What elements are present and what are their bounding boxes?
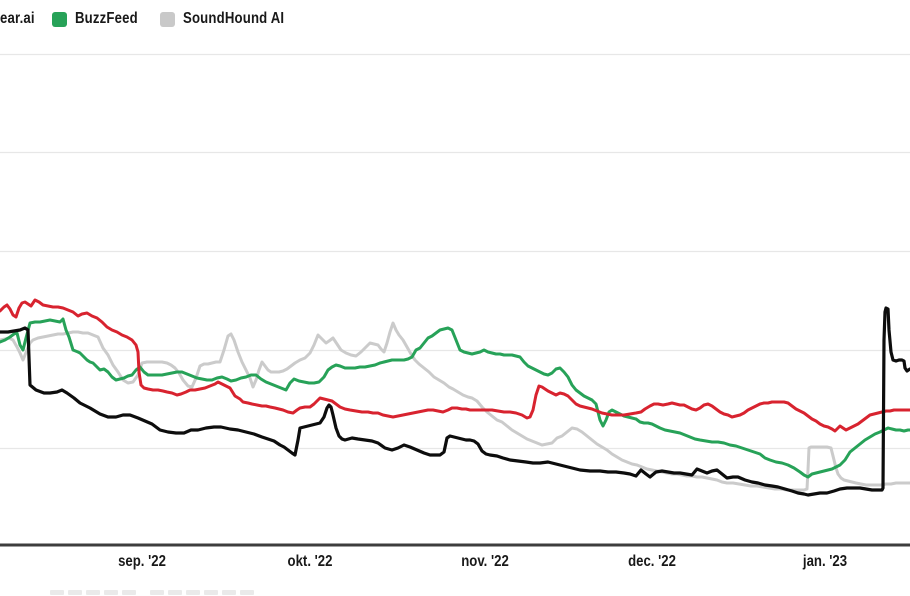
footer-dash xyxy=(222,590,236,595)
series-line-gray xyxy=(0,321,910,492)
footer-dash xyxy=(150,590,164,595)
series-line-black xyxy=(0,306,910,497)
footer-dash xyxy=(50,590,64,595)
x-tick-label: okt. '22 xyxy=(287,553,333,570)
footer-dash xyxy=(186,590,200,595)
legend-swatch-green xyxy=(51,11,67,27)
footer-dash xyxy=(86,590,100,595)
legend: ear.ai BuzzFeed SoundHound AI xyxy=(0,9,313,29)
x-tick-label: nov. '22 xyxy=(461,553,509,570)
footer-dash xyxy=(204,590,218,595)
cropped-footer-text-marks xyxy=(0,590,910,596)
legend-item-green[interactable]: BuzzFeed xyxy=(51,10,149,28)
footer-dash xyxy=(122,590,136,595)
legend-item-gray[interactable]: SoundHound AI xyxy=(159,10,302,28)
footer-dash xyxy=(104,590,118,595)
series-line-green xyxy=(0,317,910,479)
x-tick-label: dec. '22 xyxy=(628,553,676,570)
legend-label-red: ear.ai xyxy=(0,10,35,27)
footer-dash xyxy=(68,590,82,595)
x-tick-label: sep. '22 xyxy=(118,553,166,570)
series-line-red xyxy=(0,298,910,433)
legend-label-gray: SoundHound AI xyxy=(182,10,285,27)
footer-dash xyxy=(168,590,182,595)
legend-item-red[interactable]: ear.ai xyxy=(0,10,41,28)
legend-swatch-gray xyxy=(159,11,175,27)
x-tick-label: jan. '23 xyxy=(802,553,848,570)
footer-dash xyxy=(240,590,254,595)
legend-label-green: BuzzFeed xyxy=(74,10,138,27)
x-axis-labels: sep. '22 okt. '22 nov. '22 dec. '22 jan. '23 xyxy=(0,553,910,573)
